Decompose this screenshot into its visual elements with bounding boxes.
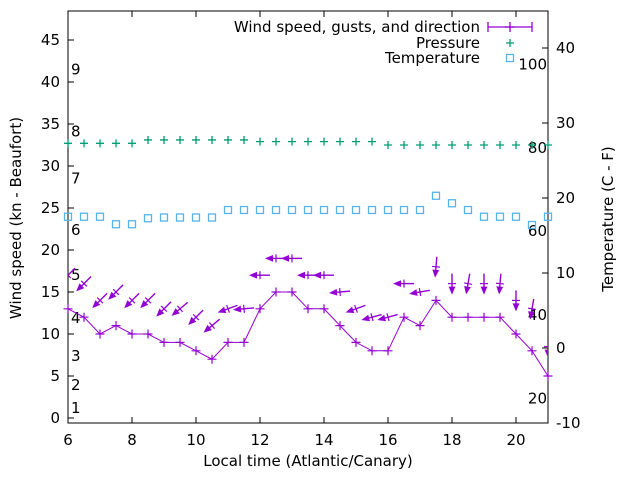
svg-text:-10: -10 [556, 414, 581, 432]
pressure-series [64, 135, 552, 149]
svg-text:3: 3 [71, 347, 81, 365]
svg-text:7: 7 [71, 170, 81, 188]
legend-label-pressure: Pressure [415, 34, 480, 52]
svg-text:20: 20 [528, 389, 547, 407]
svg-text:10: 10 [556, 264, 575, 282]
svg-text:2: 2 [71, 376, 81, 394]
svg-text:40: 40 [556, 39, 575, 57]
svg-text:0: 0 [556, 339, 566, 357]
svg-text:12: 12 [250, 431, 269, 449]
legend-label-wind: Wind speed, gusts, and direction [233, 18, 480, 36]
svg-text:1: 1 [71, 399, 81, 417]
svg-text:35: 35 [41, 115, 60, 133]
temperature-series [63, 191, 553, 230]
svg-text:10: 10 [41, 325, 60, 343]
svg-text:5: 5 [50, 367, 60, 385]
svg-text:15: 15 [41, 283, 60, 301]
svg-text:20: 20 [506, 431, 525, 449]
svg-text:8: 8 [71, 123, 81, 141]
legend-samples [487, 22, 533, 63]
svg-text:30: 30 [556, 114, 575, 132]
svg-text:40: 40 [41, 73, 60, 91]
svg-text:80: 80 [528, 139, 547, 157]
legend-label-temperature: Temperature [384, 49, 480, 67]
svg-text:9: 9 [71, 60, 81, 78]
left-axis-title: Wind speed (kn - Beaufort) [7, 116, 25, 320]
svg-text:10: 10 [186, 431, 205, 449]
svg-text:30: 30 [41, 157, 60, 175]
axes: 6 8 10 12 14 16 18 20051015202530354045-1001020… [41, 10, 581, 449]
x-axis-title: Local time (Atlantic/Canary) [203, 452, 413, 470]
wind-gust-direction-arrows [68, 254, 548, 358]
svg-text:4: 4 [71, 309, 81, 327]
inner-scale-labels: 1 2 3 4 5 6 7 8 9 20 40 60 80 100 [71, 56, 547, 417]
svg-text:18: 18 [442, 431, 461, 449]
svg-text:16: 16 [378, 431, 397, 449]
svg-text:0: 0 [50, 409, 60, 427]
svg-text:14: 14 [314, 431, 333, 449]
svg-text:5: 5 [71, 266, 81, 284]
svg-text:100: 100 [518, 56, 547, 74]
wind-speed-series [63, 287, 553, 381]
svg-text:6: 6 [71, 221, 81, 239]
svg-text:40: 40 [528, 306, 547, 324]
right-axis-title: Temperature (C - F) [599, 146, 617, 292]
svg-text:60: 60 [528, 222, 547, 240]
svg-text:25: 25 [41, 199, 60, 217]
svg-text:45: 45 [41, 31, 60, 49]
svg-text:20: 20 [556, 189, 575, 207]
svg-text:6: 6 [63, 431, 73, 449]
svg-text:20: 20 [41, 241, 60, 259]
svg-text:8: 8 [127, 431, 137, 449]
